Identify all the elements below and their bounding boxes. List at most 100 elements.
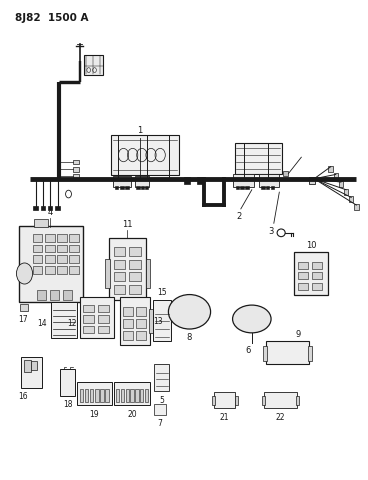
Bar <box>294 252 328 295</box>
Bar <box>21 357 42 388</box>
Text: 2: 2 <box>236 212 242 221</box>
Bar <box>339 181 343 187</box>
Bar <box>69 245 79 252</box>
Bar <box>312 262 322 269</box>
Bar <box>105 259 110 288</box>
Bar <box>45 255 54 263</box>
Bar <box>349 196 353 202</box>
Bar <box>60 369 75 396</box>
Bar <box>20 304 28 311</box>
Bar <box>233 174 254 187</box>
Bar <box>63 290 72 300</box>
Bar <box>69 255 79 263</box>
Bar <box>212 396 215 405</box>
Bar <box>100 389 104 402</box>
Text: 1: 1 <box>137 126 143 135</box>
Text: 14: 14 <box>38 319 47 328</box>
Bar <box>145 186 148 189</box>
Bar <box>113 176 131 187</box>
Bar <box>98 325 109 333</box>
Bar <box>329 166 333 171</box>
Text: 9: 9 <box>295 330 300 338</box>
Text: 4: 4 <box>47 207 53 216</box>
Bar <box>259 174 279 187</box>
Bar <box>45 266 54 274</box>
Bar <box>298 262 308 269</box>
Bar <box>114 260 125 269</box>
Bar <box>149 310 153 333</box>
Text: 19: 19 <box>89 410 99 419</box>
Bar <box>120 298 150 345</box>
Text: 8J82  1500 A: 8J82 1500 A <box>15 12 89 23</box>
Text: 18: 18 <box>63 400 72 409</box>
Bar <box>283 170 289 176</box>
Text: 6: 6 <box>245 346 251 355</box>
Bar <box>33 206 38 210</box>
Bar <box>73 174 79 179</box>
Bar <box>298 272 308 279</box>
Bar <box>129 260 141 269</box>
Bar <box>38 290 46 300</box>
Bar <box>125 186 129 189</box>
Bar <box>236 186 239 189</box>
Circle shape <box>17 263 33 284</box>
Bar <box>298 283 308 290</box>
Bar <box>271 186 274 189</box>
Bar <box>45 245 54 252</box>
Bar <box>135 176 149 187</box>
Text: 21: 21 <box>220 413 229 422</box>
Bar <box>266 186 269 189</box>
Bar <box>234 396 238 405</box>
Bar <box>309 177 315 184</box>
Bar <box>77 382 112 405</box>
Bar <box>40 206 45 210</box>
Bar <box>197 177 203 184</box>
Bar <box>95 389 99 402</box>
Bar <box>34 219 48 227</box>
Bar <box>129 247 141 256</box>
Text: 12: 12 <box>67 319 77 328</box>
Bar <box>136 186 139 189</box>
Bar <box>83 305 94 312</box>
Bar <box>73 167 79 171</box>
Bar <box>214 392 235 408</box>
Bar <box>266 341 309 364</box>
Text: 13: 13 <box>153 317 162 326</box>
Bar <box>84 55 103 75</box>
Bar <box>141 186 144 189</box>
Bar <box>98 305 109 312</box>
Bar <box>184 177 190 184</box>
Bar <box>90 389 93 402</box>
Bar <box>264 392 297 408</box>
Bar <box>33 255 42 263</box>
Bar <box>296 396 300 405</box>
Bar <box>123 319 133 327</box>
Bar <box>129 285 141 294</box>
Bar <box>57 245 67 252</box>
Ellipse shape <box>169 295 210 329</box>
Bar <box>69 234 79 242</box>
Text: 17: 17 <box>19 315 28 324</box>
Bar <box>114 272 125 281</box>
Bar <box>312 272 322 279</box>
Bar <box>48 206 52 210</box>
Bar <box>114 382 150 405</box>
Bar <box>57 266 67 274</box>
Bar <box>45 234 54 242</box>
Bar <box>24 360 31 372</box>
Bar <box>50 290 59 300</box>
Bar <box>83 325 94 333</box>
Text: 20: 20 <box>127 410 137 419</box>
Bar <box>19 226 83 302</box>
Bar <box>136 319 145 327</box>
Bar <box>69 266 79 274</box>
Bar <box>131 389 134 402</box>
Bar <box>121 389 124 402</box>
Bar <box>145 389 148 402</box>
Text: 7: 7 <box>158 420 162 429</box>
Bar <box>73 159 79 164</box>
Ellipse shape <box>233 305 271 333</box>
Bar <box>136 307 145 316</box>
Bar <box>145 259 150 288</box>
Bar <box>354 204 358 210</box>
